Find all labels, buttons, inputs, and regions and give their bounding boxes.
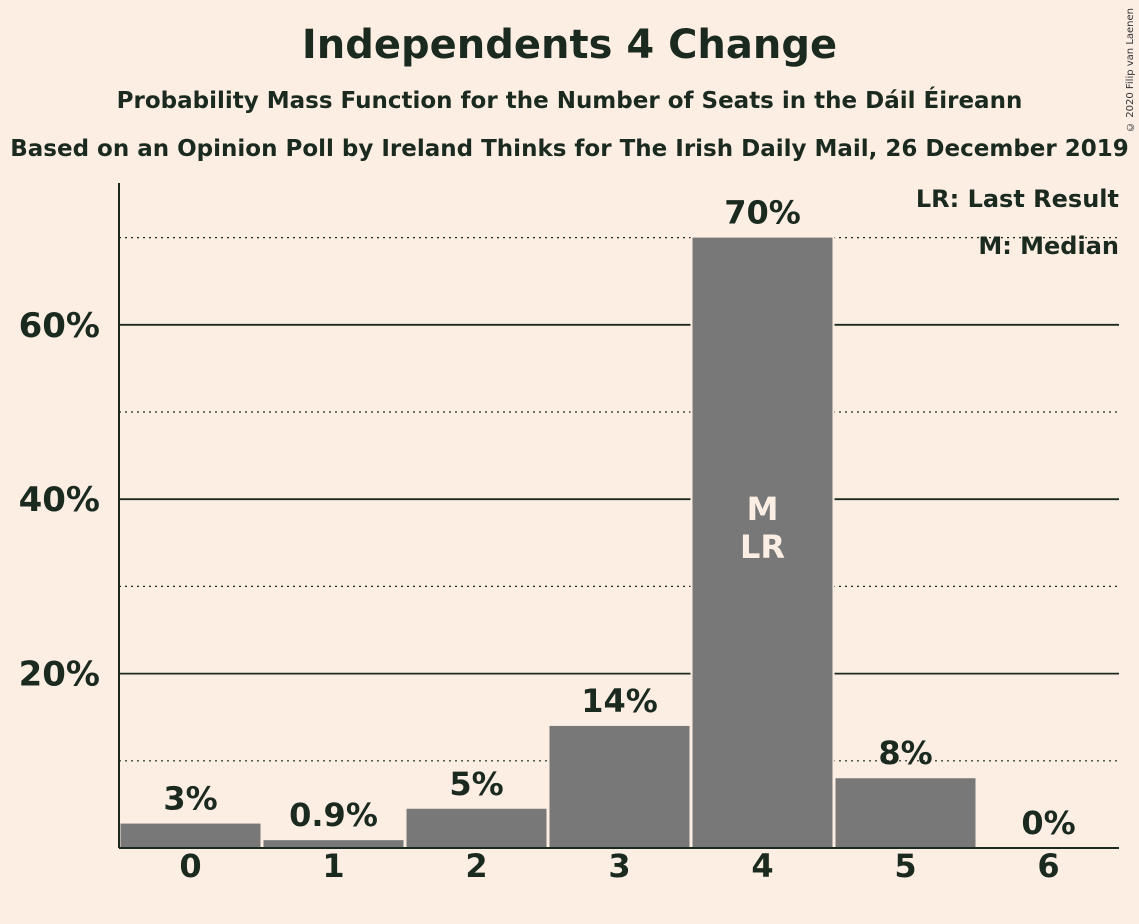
x-tick-label: 2	[465, 847, 487, 885]
data-label: 0%	[1021, 804, 1075, 842]
y-tick-label: 60%	[19, 306, 100, 346]
bar	[263, 840, 404, 848]
x-tick-label: 3	[608, 847, 630, 885]
data-label: 8%	[878, 734, 932, 772]
x-tick-label: 5	[894, 847, 916, 885]
bar	[406, 808, 547, 848]
bar-annotation: LR	[740, 528, 785, 566]
bar	[549, 725, 690, 848]
x-tick-label: 6	[1037, 847, 1059, 885]
y-tick-label: 40%	[19, 480, 100, 520]
y-tick-label: 20%	[19, 655, 100, 695]
bar	[835, 778, 976, 848]
bar	[692, 237, 833, 849]
chart-title: Independents 4 Change	[301, 22, 838, 68]
legend-last-result: LR: Last Result	[915, 185, 1119, 213]
bar-annotation: M	[747, 490, 779, 528]
data-label: 14%	[581, 682, 658, 720]
bar	[120, 823, 261, 848]
data-label: 5%	[449, 765, 503, 803]
chart-subtitle: Probability Mass Function for the Number…	[116, 88, 1023, 114]
x-tick-label: 0	[179, 847, 201, 885]
x-tick-label: 1	[322, 847, 344, 885]
data-label: 3%	[163, 780, 217, 818]
x-tick-label: 4	[751, 847, 773, 885]
legend-median: M: Median	[978, 232, 1119, 260]
chart-source: Based on an Opinion Poll by Ireland Thin…	[10, 136, 1129, 162]
data-label: 70%	[724, 194, 801, 232]
data-label: 0.9%	[289, 796, 378, 834]
